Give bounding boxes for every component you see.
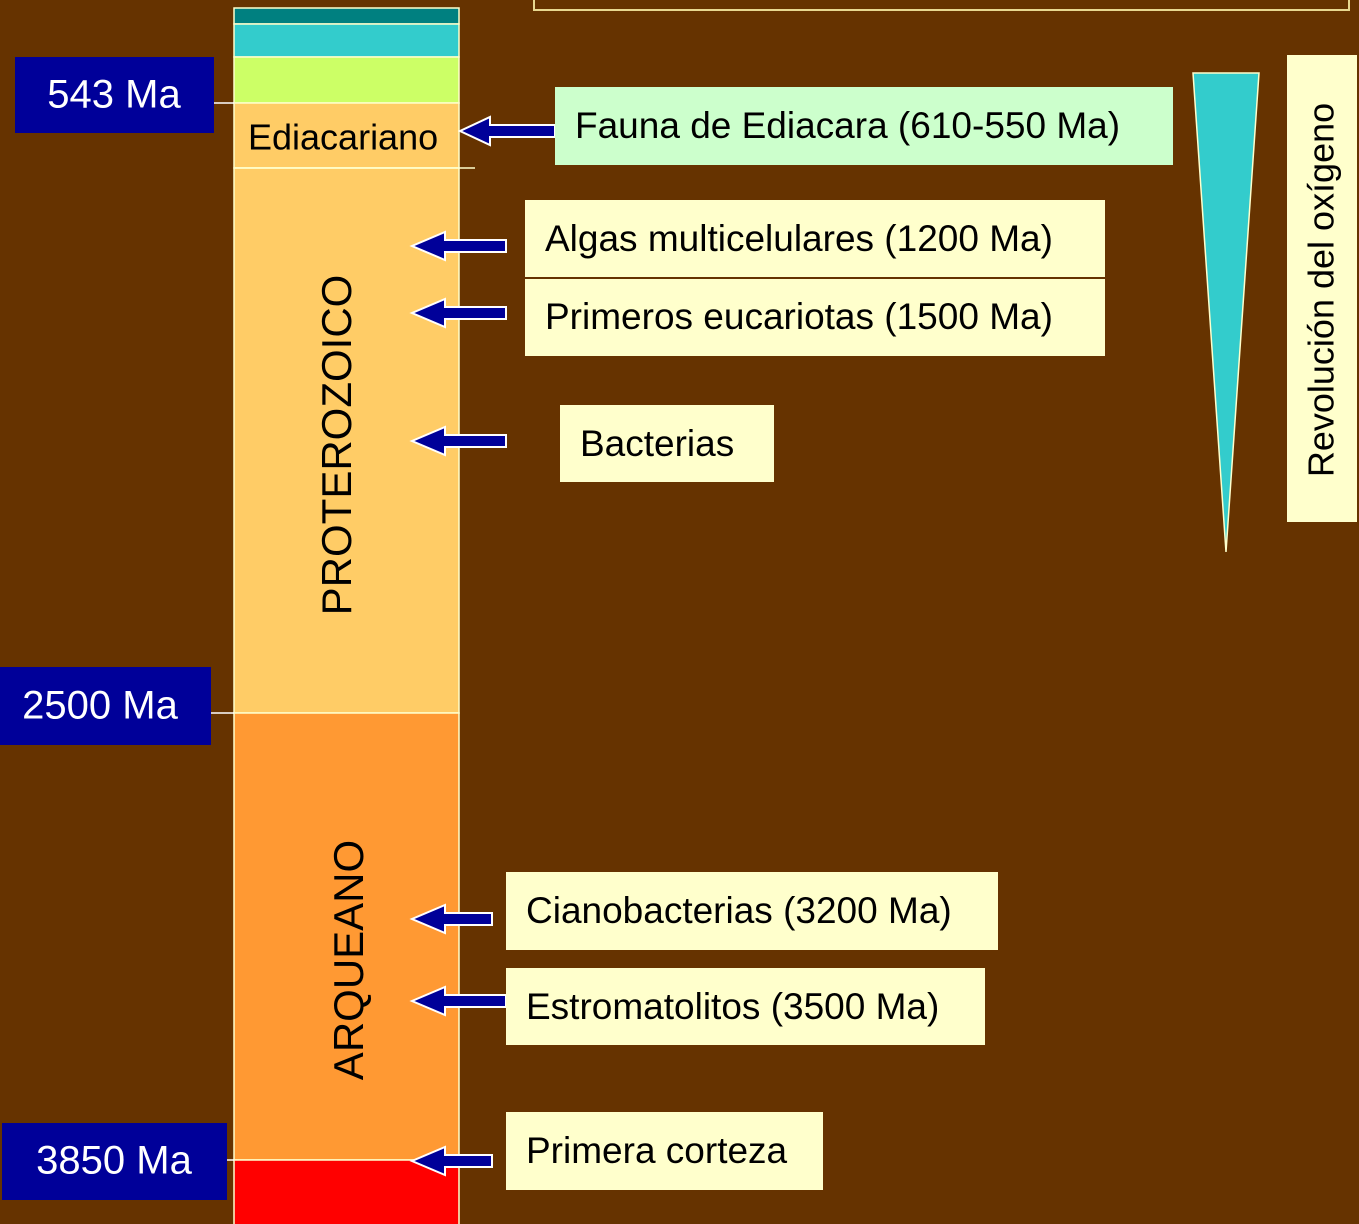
segment (233, 102, 460, 169)
era-label: PROTEROZOICO (313, 275, 360, 616)
arrow (409, 903, 493, 935)
arrow (409, 230, 507, 262)
event-label: Bacterias (580, 423, 734, 464)
event-box (506, 968, 985, 1045)
event-label: Algas multicelulares (1200 Ma) (545, 218, 1053, 259)
event-box (525, 279, 1105, 356)
time-label: 2500 Ma (22, 684, 178, 728)
arrow (457, 115, 556, 147)
segment (233, 56, 460, 104)
event-box (555, 87, 1173, 165)
arrow (409, 425, 507, 457)
event-label: Fauna de Ediacara (610-550 Ma) (575, 105, 1120, 146)
event-label: Primeros eucariotas (1500 Ma) (545, 296, 1053, 337)
title-box (533, 0, 1350, 11)
event-label: Estromatolitos (3500 Ma) (526, 986, 939, 1027)
segment (233, 712, 460, 1161)
arrow (409, 297, 507, 329)
time-box (15, 57, 214, 133)
segment (233, 23, 460, 58)
time-box (2, 1123, 227, 1200)
era-label: ARQUEANO (325, 840, 372, 1080)
side-box (1287, 55, 1357, 522)
event-box (525, 200, 1105, 277)
event-box (560, 405, 774, 482)
event-label: Primera corteza (526, 1130, 788, 1171)
arrow (409, 985, 507, 1017)
event-label: Cianobacterias (3200 Ma) (526, 890, 952, 931)
time-label: 543 Ma (47, 73, 181, 117)
time-column (233, 7, 475, 1224)
oxygen-wedge (1192, 72, 1260, 553)
segment (233, 7, 460, 25)
arrow (409, 1145, 493, 1177)
time-label: 3850 Ma (36, 1139, 192, 1183)
event-box (506, 1112, 823, 1190)
time-box (0, 667, 211, 745)
segment (233, 1159, 460, 1224)
event-box (506, 872, 998, 950)
era-label: Ediacariano (248, 117, 438, 158)
side-label: Revolución del oxígeno (1301, 103, 1342, 477)
